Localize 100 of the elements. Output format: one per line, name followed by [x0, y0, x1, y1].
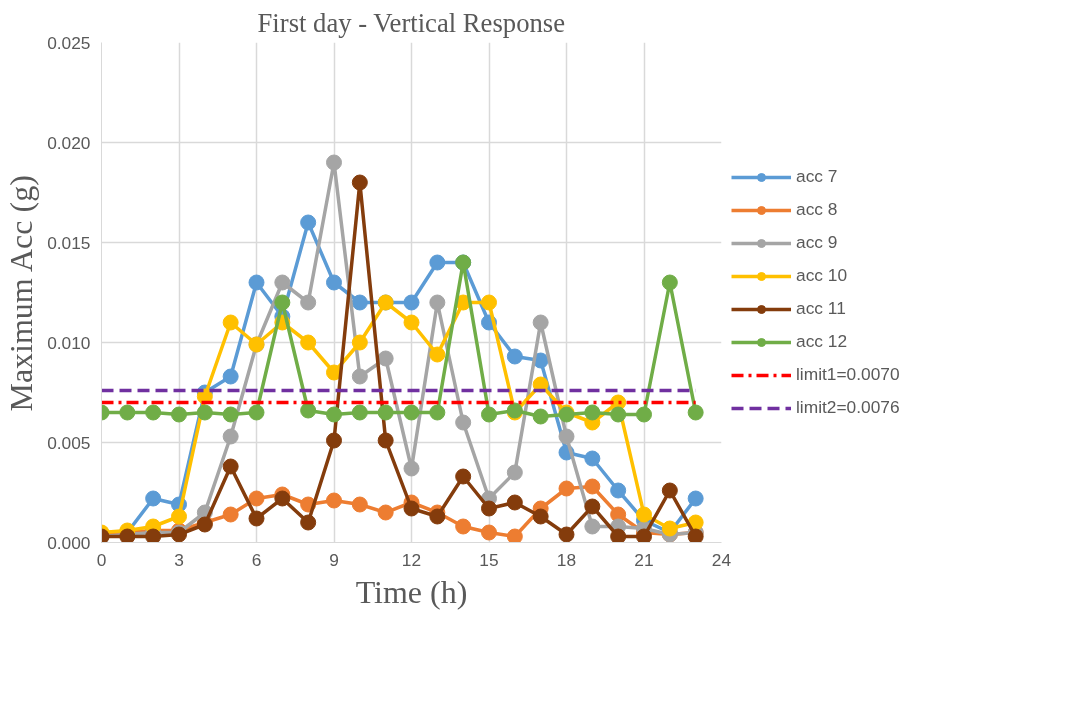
point — [584, 498, 601, 515]
point — [222, 428, 239, 445]
point — [171, 406, 187, 423]
point — [351, 174, 368, 191]
point — [455, 468, 472, 485]
point — [377, 504, 394, 521]
point — [687, 490, 704, 507]
x-tick-label: 21 — [634, 549, 654, 570]
point — [661, 482, 678, 499]
point — [584, 404, 601, 421]
point — [222, 506, 239, 523]
point — [248, 510, 265, 527]
point — [300, 334, 317, 351]
legend-label: acc 12 — [796, 331, 848, 352]
x-tick-label: 9 — [329, 549, 339, 570]
point — [429, 346, 446, 363]
point — [584, 450, 601, 467]
x-tick-label: 12 — [401, 549, 422, 570]
point — [351, 404, 368, 421]
point — [532, 508, 549, 525]
point — [274, 490, 291, 507]
point — [455, 518, 472, 535]
point — [377, 350, 394, 367]
point — [661, 520, 678, 537]
legend-label: limit2=0.0076 — [796, 397, 900, 418]
y-tick-label: 0.015 — [47, 232, 91, 253]
point — [351, 294, 368, 311]
point — [326, 432, 342, 449]
point — [326, 274, 342, 291]
chart-title: First day - Vertical Response — [257, 7, 565, 38]
point — [636, 406, 652, 423]
y-axis-title: Maximum Acc (g) — [3, 175, 40, 412]
legend-label: acc 8 — [796, 199, 838, 220]
point — [248, 404, 265, 421]
point — [506, 528, 523, 543]
point — [222, 368, 239, 385]
point — [300, 514, 317, 531]
point — [687, 528, 704, 543]
point — [351, 334, 368, 351]
legend-label: acc 7 — [796, 166, 838, 187]
point — [610, 406, 627, 423]
point — [429, 508, 446, 525]
point — [326, 492, 342, 509]
point — [351, 496, 368, 513]
point — [326, 154, 342, 171]
point — [326, 406, 342, 423]
point — [403, 404, 420, 421]
point — [558, 480, 575, 497]
legend-label: acc 9 — [796, 232, 838, 253]
point — [481, 294, 497, 311]
point — [506, 348, 523, 365]
point — [403, 314, 420, 331]
x-axis-title: Time (h) — [355, 573, 468, 610]
point — [300, 402, 317, 419]
point — [145, 528, 162, 543]
point — [403, 500, 420, 517]
y-tick-label: 0.005 — [47, 432, 91, 453]
point — [584, 518, 601, 535]
point — [145, 404, 162, 421]
point — [481, 500, 497, 517]
x-tick-label: 18 — [556, 549, 577, 570]
point — [661, 274, 678, 291]
point — [351, 368, 368, 385]
point — [636, 506, 652, 523]
point — [429, 294, 446, 311]
point — [429, 254, 446, 271]
point — [532, 408, 549, 425]
y-tick-label: 0.000 — [47, 532, 91, 553]
point — [481, 406, 497, 423]
point — [481, 524, 497, 541]
point — [506, 494, 523, 511]
point — [274, 294, 291, 311]
point — [145, 490, 162, 507]
point — [610, 528, 627, 543]
y-tick-label: 0.020 — [47, 132, 91, 153]
legend-label: acc 11 — [796, 298, 846, 319]
point — [377, 432, 394, 449]
point — [377, 404, 394, 421]
point — [403, 294, 420, 311]
legend-label: limit1=0.0070 — [796, 364, 900, 385]
point — [300, 294, 317, 311]
point — [119, 404, 136, 421]
y-tick-label: 0.025 — [47, 32, 91, 53]
point — [610, 482, 627, 499]
point — [584, 478, 601, 495]
point — [636, 528, 652, 543]
x-tick-label: 24 — [711, 549, 732, 570]
point — [403, 460, 420, 477]
point — [248, 490, 265, 507]
point — [196, 404, 213, 421]
point — [455, 414, 472, 431]
point — [506, 464, 523, 481]
y-tick-label: 0.010 — [47, 332, 91, 353]
x-tick-label: 0 — [96, 549, 107, 570]
legend-label: acc 10 — [796, 265, 848, 286]
point — [274, 274, 291, 291]
point — [171, 508, 187, 525]
x-tick-label: 6 — [251, 549, 262, 570]
x-tick-label: 3 — [174, 549, 184, 570]
point — [429, 404, 446, 421]
